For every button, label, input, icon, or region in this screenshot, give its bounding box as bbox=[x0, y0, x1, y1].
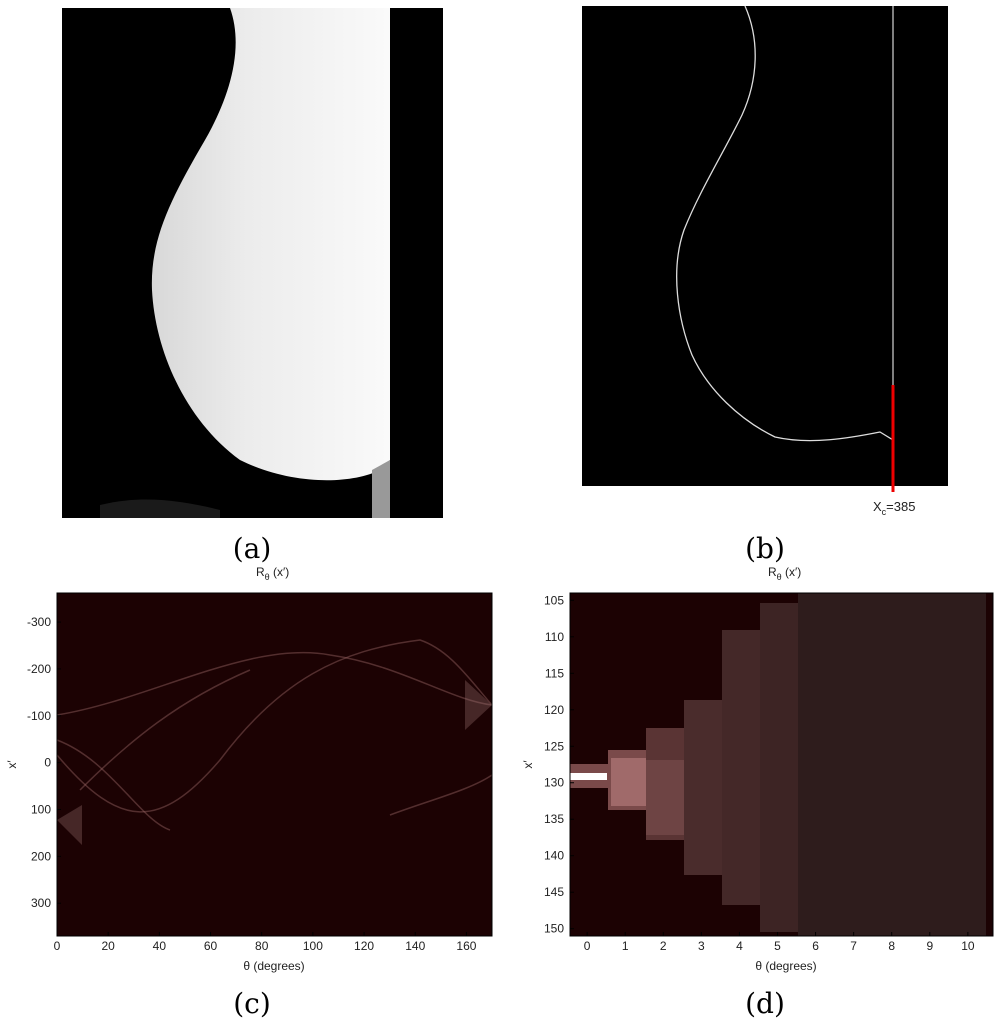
x-tick-label: 0 bbox=[54, 939, 61, 953]
y-tick-label: 140 bbox=[544, 849, 564, 863]
plot-frame bbox=[56, 592, 493, 937]
radon-image bbox=[56, 593, 493, 936]
x-tick-label: 140 bbox=[405, 939, 425, 953]
x-axis-label: θ (degrees) bbox=[243, 959, 304, 973]
y-tick-label: 120 bbox=[544, 703, 564, 717]
y-tick-label: 125 bbox=[544, 739, 564, 753]
y-tick-label: 0 bbox=[44, 756, 51, 770]
x-tick-label: 40 bbox=[153, 939, 167, 953]
x-tick-label: 4 bbox=[736, 939, 743, 953]
caption: (c) bbox=[233, 987, 271, 1020]
y-axis-label: x′ bbox=[521, 760, 535, 769]
x-tick-label: 7 bbox=[850, 939, 857, 953]
title-part: θ bbox=[265, 572, 270, 582]
mammogram-image bbox=[62, 8, 443, 518]
y-tick-label: 130 bbox=[544, 776, 564, 790]
title-part: R bbox=[768, 565, 777, 579]
x-tick-label: 10 bbox=[961, 939, 975, 953]
x-tick-label: 20 bbox=[101, 939, 115, 953]
x-tick-label: 1 bbox=[622, 939, 629, 953]
y-tick-label: 150 bbox=[544, 922, 564, 936]
x-tick-label: 60 bbox=[204, 939, 218, 953]
y-axis-label: x′ bbox=[5, 760, 19, 769]
x-tick-label: 8 bbox=[888, 939, 895, 953]
y-tick-label: 145 bbox=[544, 885, 564, 899]
x-tick-label: 160 bbox=[456, 939, 476, 953]
title-part: (x′) bbox=[782, 565, 802, 579]
x-tick-label: 3 bbox=[698, 939, 705, 953]
x-tick-label: 6 bbox=[812, 939, 819, 953]
x-tick-label: 100 bbox=[303, 939, 323, 953]
title-part: θ bbox=[777, 572, 782, 582]
y-tick-label: -300 bbox=[27, 615, 51, 629]
edge-image bbox=[582, 5, 948, 492]
y-tick-label: 200 bbox=[31, 849, 51, 863]
x-tick-label: 5 bbox=[774, 939, 781, 953]
caption: (d) bbox=[745, 987, 785, 1020]
x-tick-label: 2 bbox=[660, 939, 667, 953]
x-axis-label: θ (degrees) bbox=[755, 959, 816, 973]
title-part: R bbox=[256, 565, 265, 579]
caption: (b) bbox=[745, 532, 785, 565]
y-tick-label: -100 bbox=[27, 709, 51, 723]
x-tick-label: 0 bbox=[584, 939, 591, 953]
caption: (a) bbox=[233, 532, 272, 565]
y-tick-label: 135 bbox=[544, 812, 564, 826]
y-tick-label: -200 bbox=[27, 662, 51, 676]
annotation: Xc=385 bbox=[873, 499, 915, 517]
radon-zoom-image bbox=[570, 593, 993, 936]
y-tick-label: 110 bbox=[545, 630, 564, 644]
title-part: (x′) bbox=[270, 565, 290, 579]
x-tick-label: 120 bbox=[354, 939, 374, 953]
x-tick-label: 9 bbox=[926, 939, 933, 953]
plot-title: Rθ (x′) bbox=[768, 565, 801, 582]
y-tick-label: 100 bbox=[31, 802, 51, 816]
y-tick-label: 300 bbox=[31, 896, 51, 910]
x-tick-label: 80 bbox=[255, 939, 269, 953]
plot-title: Rθ (x′) bbox=[256, 565, 289, 582]
plot-frame bbox=[569, 592, 994, 937]
y-tick-label: 115 bbox=[545, 666, 564, 680]
y-tick-label: 105 bbox=[544, 593, 564, 607]
